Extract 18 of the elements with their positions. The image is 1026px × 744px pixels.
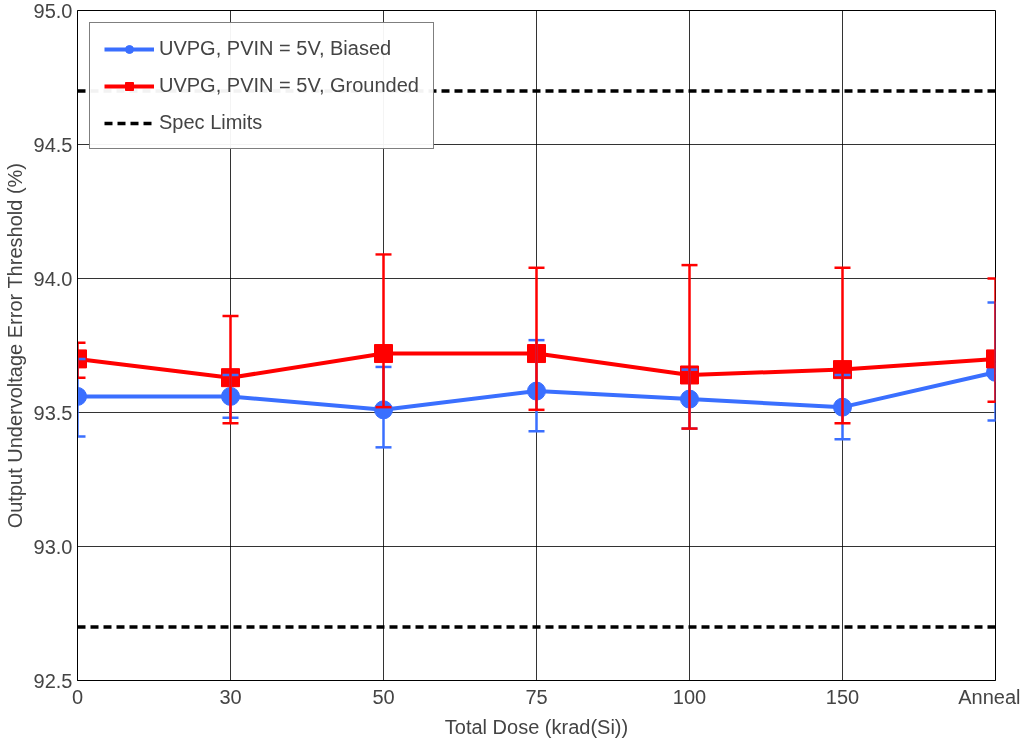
x-tick-label: 30 <box>219 685 242 708</box>
x-axis-title: Total Dose (krad(Si)) <box>444 715 629 738</box>
x-tick-label: 75 <box>525 685 548 708</box>
y-tick-label: 92.5 <box>33 669 73 692</box>
y-tick-label: 93.5 <box>33 401 73 424</box>
y-tick-label: 94.0 <box>33 267 73 290</box>
legend-label: Spec Limits <box>159 111 263 134</box>
x-tick-label: 150 <box>825 685 860 708</box>
x-tick-label: 0 <box>71 685 84 708</box>
x-tick-label: 50 <box>372 685 395 708</box>
x-tick-label: Anneal <box>958 685 1021 708</box>
legend-label: UVPG, PVIN = 5V, Grounded <box>159 74 419 97</box>
y-tick-label: 95.0 <box>33 0 73 22</box>
y-axis-title: Output Undervoltage Error Threshold (%) <box>3 163 26 529</box>
y-tick-label: 94.5 <box>33 133 73 156</box>
y-tick-label: 93.0 <box>33 535 73 558</box>
x-tick-label: 100 <box>672 685 707 708</box>
legend-label: UVPG, PVIN = 5V, Biased <box>159 37 392 60</box>
